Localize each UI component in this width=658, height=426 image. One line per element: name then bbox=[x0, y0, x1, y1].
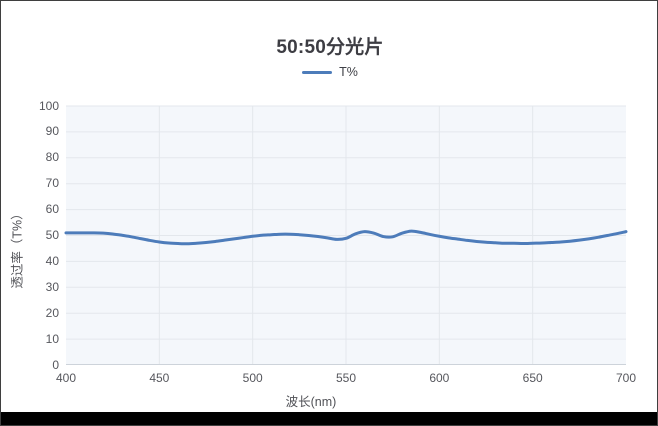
x-tick-label: 700 bbox=[615, 371, 637, 385]
legend-line-swatch bbox=[302, 70, 333, 74]
y-tick-label: 100 bbox=[38, 98, 59, 113]
plot-area bbox=[64, 105, 628, 365]
x-tick-label: 450 bbox=[149, 371, 170, 385]
line-chart-svg bbox=[64, 105, 628, 365]
x-tick-label: 650 bbox=[522, 371, 543, 385]
bottom-black-bar bbox=[1, 412, 657, 425]
y-tick-label: 90 bbox=[45, 124, 59, 139]
y-tick-label: 0 bbox=[52, 357, 59, 372]
chart-title: 50:50分光片 bbox=[276, 37, 384, 58]
x-tick-label: 500 bbox=[242, 371, 263, 385]
x-tick-label: 400 bbox=[55, 371, 77, 385]
x-tick-label: 600 bbox=[429, 371, 450, 385]
x-tick-label: 550 bbox=[335, 371, 357, 385]
legend: T% bbox=[1, 64, 657, 80]
y-axis-title: 透过率（T%） bbox=[10, 207, 25, 289]
x-axis-title: 波长(nm) bbox=[285, 395, 337, 409]
series-line-T% bbox=[64, 229, 628, 246]
legend-item-t-percent[interactable]: T% bbox=[302, 65, 358, 79]
y-tick-label: 20 bbox=[45, 305, 59, 320]
y-tick-label: 80 bbox=[45, 150, 59, 165]
y-tick-label: 70 bbox=[45, 176, 59, 191]
legend-label: T% bbox=[339, 65, 358, 79]
y-tick-label: 10 bbox=[45, 331, 59, 346]
